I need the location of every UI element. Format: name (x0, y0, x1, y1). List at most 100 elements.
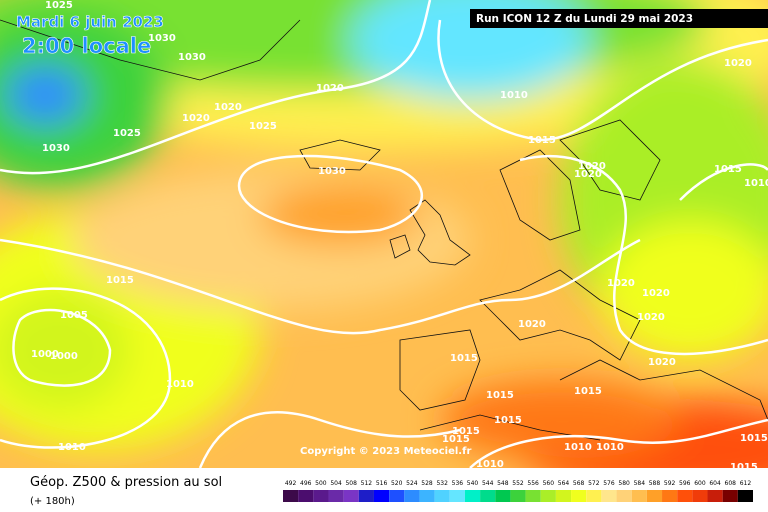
isobar-label: 1020 (642, 288, 670, 299)
scale-label: 576 (603, 480, 615, 487)
isobar-label: 1030 (148, 33, 176, 44)
scale-label: 612 (740, 480, 752, 487)
copyright: Copyright © 2023 Meteociel.fr (300, 446, 471, 457)
isobar-label: 1015 (740, 433, 768, 444)
footer-title: Géop. Z500 & pression au sol (30, 475, 222, 490)
isobar-label: 1020 (518, 319, 546, 330)
isobar-label: 1010 (744, 178, 768, 189)
scale-swatch (692, 490, 708, 502)
isobar-label: 1020 (574, 169, 602, 180)
isobar-label: 1010 (564, 442, 592, 453)
scale-swatch (677, 490, 693, 502)
scale-label: 556 (527, 480, 539, 487)
scale-label: 564 (558, 480, 570, 487)
isobar-label: 1020 (316, 83, 344, 94)
forecast-time: 2:00 locale (22, 34, 151, 58)
scale-swatch (313, 490, 329, 502)
scale-label: 560 (543, 480, 555, 487)
forecast-lead: (+ 180h) (30, 496, 75, 507)
isobar-label: 1010 (476, 459, 504, 470)
scale-swatch (464, 490, 481, 502)
isobar-label: 1020 (724, 58, 752, 69)
isobar-label: 1020 (578, 161, 606, 172)
isobar-label: 1015 (528, 135, 556, 146)
scale-label: 524 (406, 480, 418, 487)
scale-label: 552 (512, 480, 524, 487)
isobars (0, 0, 768, 468)
isobar-label: 1005 (60, 310, 88, 321)
scale-label: 540 (467, 480, 479, 487)
isobar-label: 1015 (452, 426, 480, 437)
scale-label: 532 (436, 480, 448, 487)
isobar-label: 1015 (106, 275, 134, 286)
scale-swatch (631, 490, 647, 502)
run-info: Run ICON 12 Z du Lundi 29 mai 2023 (476, 13, 693, 25)
isobar-label: 1010 (58, 442, 86, 453)
scale-label: 544 (482, 480, 494, 487)
scale-label: 516 (376, 480, 388, 487)
scale-label: 580 (618, 480, 630, 487)
isobar-label: 1030 (318, 166, 346, 177)
isobar-label: 1025 (45, 0, 73, 11)
scale-swatch (586, 490, 602, 502)
scale-label: 492 (285, 480, 297, 487)
isobar-label: 1030 (178, 52, 206, 63)
scale-label: 508 (345, 480, 357, 487)
isobar-label: 1015 (494, 415, 522, 426)
scale-label: 584 (634, 480, 646, 487)
isobar-label: 1030 (42, 143, 70, 154)
scale-swatch (571, 490, 587, 502)
scale-swatch (419, 490, 435, 502)
isobar-label: 1010 (500, 90, 528, 101)
isobar-label: 1025 (249, 121, 277, 132)
isobar-label: 1025 (113, 128, 141, 139)
scale-label: 504 (330, 480, 342, 487)
map: 1025103010301020102010251025103010201010… (0, 0, 768, 473)
scale-label: 592 (664, 480, 676, 487)
isobar-label: 1015 (714, 164, 742, 175)
scale-swatch (328, 490, 344, 502)
scale-swatch (298, 490, 314, 502)
isobar-label: 1015 (450, 353, 478, 364)
scale-swatch (707, 490, 723, 502)
scale-label: 496 (300, 480, 312, 487)
scale-swatch (434, 490, 450, 502)
isobar-label: 1020 (637, 312, 665, 323)
scale-label: 604 (709, 480, 721, 487)
scale-label: 536 (452, 480, 464, 487)
scale-label: 520 (391, 480, 403, 487)
scale-swatch (389, 490, 405, 502)
scale-swatch (646, 490, 663, 502)
isobar-label: 1015 (574, 386, 602, 397)
scale-swatch (601, 490, 617, 502)
scale-swatch (722, 490, 738, 502)
scale-swatch (525, 490, 541, 502)
scale-swatch (283, 490, 299, 502)
isobar-label: 1010 (596, 442, 624, 453)
isobar-label: 1000 (31, 349, 59, 360)
scale-swatch (404, 490, 420, 502)
scale-label: 568 (573, 480, 585, 487)
scale-label: 572 (588, 480, 600, 487)
scale-swatch (662, 490, 678, 502)
scale-swatch (358, 490, 374, 502)
isobar-label: 1020 (648, 357, 676, 368)
scale-swatch (449, 490, 465, 502)
scale-label: 608 (725, 480, 737, 487)
isobar-label: 1015 (442, 434, 470, 445)
scale-swatch (737, 490, 753, 502)
scale-swatch (343, 490, 359, 502)
isobar-label: 1020 (182, 113, 210, 124)
scale-swatch (540, 490, 556, 502)
color-scale: 492 496 500 504 508 512 516 520 524 528 532 536 540 5… (283, 480, 753, 502)
isobar-label: 1015 (730, 462, 758, 473)
scale-label: 600 (694, 480, 706, 487)
scale-label: 512 (361, 480, 373, 487)
scale-swatch (510, 490, 526, 502)
scale-label: 548 (497, 480, 509, 487)
scale-label: 528 (421, 480, 433, 487)
isobar-label: 1015 (486, 390, 514, 401)
isobar-labels: 1025103010301020102010251025103010201010… (31, 0, 768, 473)
